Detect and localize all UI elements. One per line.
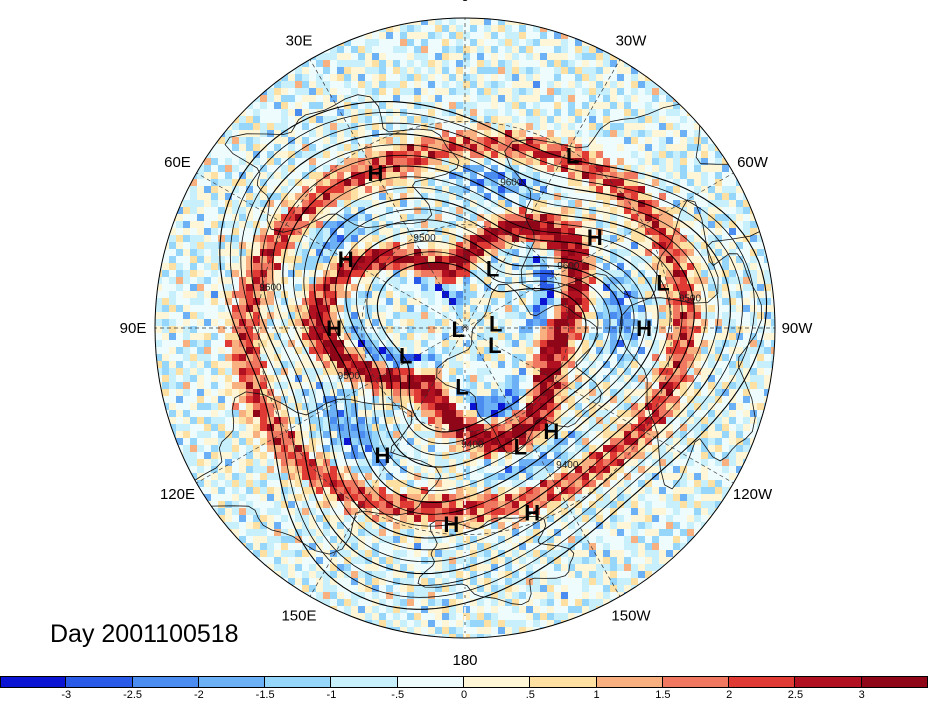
longitude-label: 60E — [164, 154, 191, 171]
low-pressure-label: L — [656, 270, 669, 295]
colorbar-tick-label: 2.5 — [787, 689, 804, 701]
longitude-label: 120E — [160, 486, 195, 503]
colorbar-segment — [729, 676, 796, 688]
high-pressure-label: H — [587, 225, 603, 250]
colorbar-tick-label: 2 — [726, 689, 733, 701]
colorbar-tick-label: .5 — [525, 689, 535, 701]
low-pressure-label: L — [488, 333, 501, 358]
contour-label: 9500 — [338, 371, 361, 382]
anomaly-field — [155, 18, 775, 638]
colorbar-tick-label: -2 — [193, 689, 204, 701]
low-pressure-label: L — [451, 317, 464, 342]
longitude-label: 120W — [733, 486, 773, 503]
graticule — [155, 18, 775, 638]
longitude-label: 0 — [461, 0, 469, 5]
colorbar-tick-label: -.5 — [391, 689, 405, 701]
low-pressure-label: L — [566, 144, 579, 169]
longitude-label: 90E — [120, 320, 147, 337]
map-boundary — [154, 17, 776, 639]
high-pressure-label: H — [443, 512, 459, 537]
contour-label: 9600 — [557, 261, 580, 272]
low-pressure-label: L — [489, 312, 502, 337]
colorbar-tick-label: 0 — [460, 689, 468, 701]
high-pressure-label: H — [326, 316, 342, 341]
high-pressure-label: H — [367, 161, 383, 186]
longitude-label: 150E — [281, 608, 316, 625]
contour-label: 9500 — [413, 233, 436, 244]
high-pressure-label: H — [543, 419, 559, 444]
colorbar-segment — [596, 676, 663, 688]
colorbar-tick-label: 3 — [858, 689, 865, 701]
contour-label: 9400 — [556, 460, 579, 471]
polar-map: 9600 9500 9400 9600 9400 9500 9500 9600 90E 60E 3… — [120, 0, 814, 669]
colorbar-segment — [331, 676, 398, 688]
colorbar-segment — [198, 676, 266, 688]
day-label: Day 2001100518 — [50, 620, 239, 648]
low-pressure-label: L — [455, 374, 468, 399]
colorbar-tick-label: -1.5 — [255, 689, 275, 701]
colorbar-tick-label: -1 — [326, 689, 337, 701]
contour-label: 9600 — [259, 282, 282, 293]
height-contours: 9600 9500 9400 9600 9400 9500 9500 9600 — [219, 100, 768, 610]
colorbar: -3 -2.5 -2 -1.5 -1 -.5 0 .5 1 1.5 2 2.5 3 — [0, 676, 928, 702]
coastlines — [181, 94, 770, 606]
colorbar-segment — [662, 676, 730, 688]
colorbar-tick-label: -2.5 — [123, 689, 143, 701]
longitude-label: 60W — [737, 154, 769, 171]
high-pressure-label: H — [636, 316, 652, 341]
longitude-label: 180 — [452, 652, 477, 669]
contour-label: 9500 — [679, 293, 702, 304]
longitude-label: 90W — [782, 320, 814, 337]
high-pressure-label: H — [375, 443, 391, 468]
colorbar-tick-label: 1.5 — [655, 689, 671, 701]
high-pressure-label: H — [338, 247, 354, 272]
low-pressure-label: L — [486, 257, 499, 282]
contour-label: 9400 — [461, 439, 484, 450]
colorbar-segment — [397, 676, 464, 688]
colorbar-segment — [66, 676, 133, 688]
colorbar-tick-label: -3 — [61, 689, 72, 701]
longitude-label: 150W — [611, 608, 651, 625]
low-pressure-label: L — [514, 435, 527, 460]
colorbar-segment — [861, 676, 928, 688]
colorbar-segment — [132, 676, 199, 688]
colorbar-segment — [265, 676, 332, 688]
colorbar-segment — [0, 676, 67, 688]
colorbar-segment — [530, 676, 597, 688]
longitude-label: 30W — [616, 32, 648, 49]
low-pressure-label: L — [399, 344, 412, 369]
colorbar-segment — [795, 676, 862, 688]
contour-label: 9600 — [500, 177, 523, 188]
high-pressure-label: H — [524, 500, 540, 525]
longitude-label: 30E — [286, 32, 313, 49]
colorbar-tick-label: 1 — [593, 689, 600, 701]
colorbar-segment — [464, 676, 531, 688]
